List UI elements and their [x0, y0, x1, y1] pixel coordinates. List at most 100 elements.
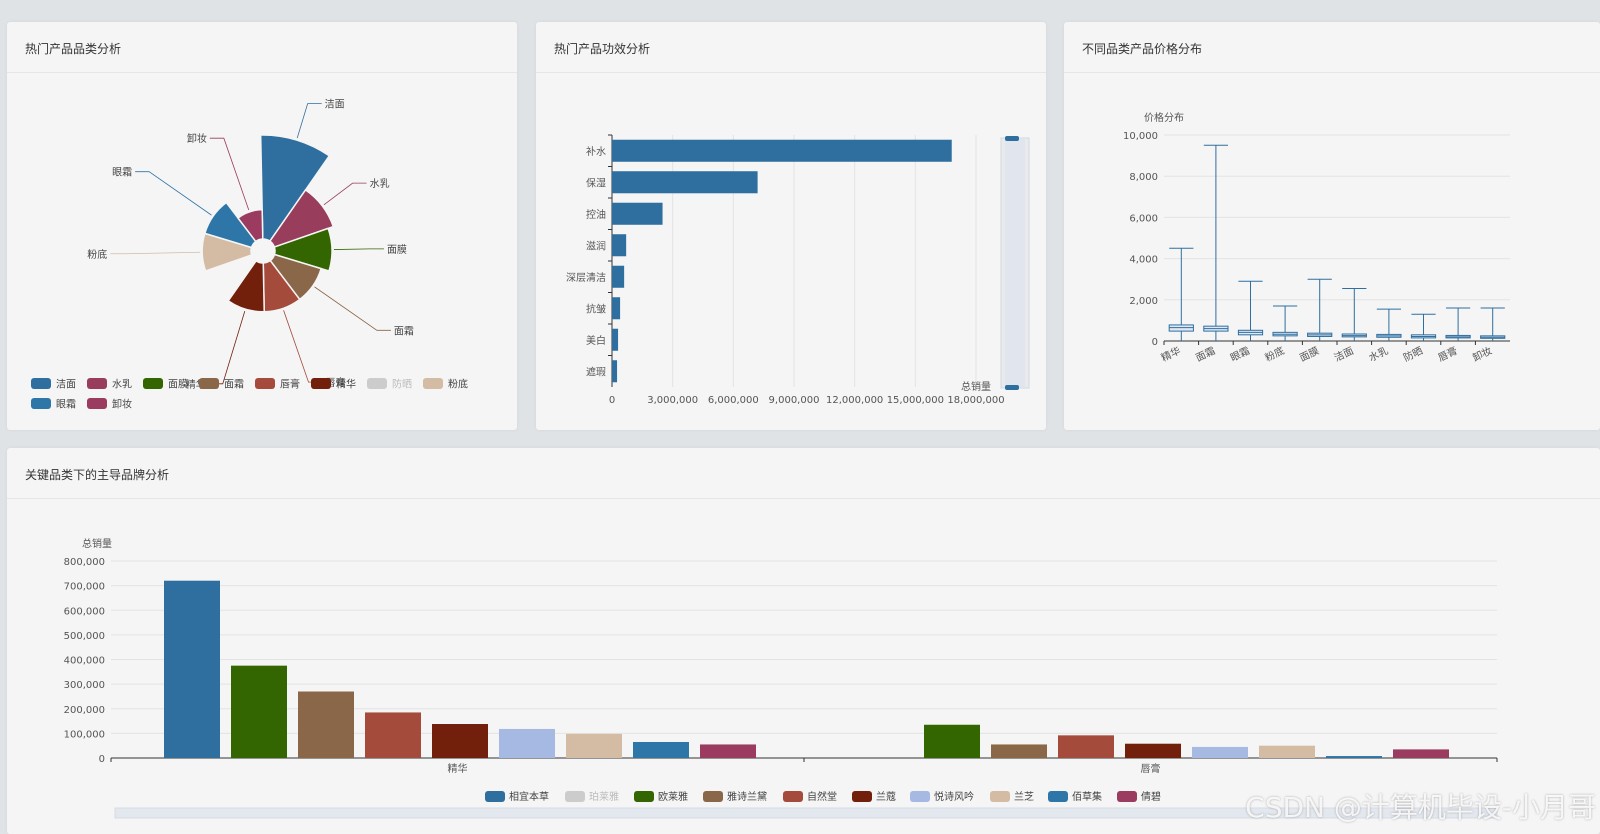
legend-label-2[interactable]: 欧莱雅: [658, 790, 688, 803]
legend-label-5[interactable]: 精华: [336, 378, 356, 391]
legend-swatch-8[interactable]: [31, 398, 51, 409]
legend-swatch-3[interactable]: [199, 378, 219, 389]
datazoom-track-bottom[interactable]: [114, 807, 1498, 819]
x-tick-label: 唇膏: [1436, 344, 1460, 364]
legend-swatch-7[interactable]: [990, 791, 1010, 802]
efficacy-bar-6[interactable]: [612, 328, 619, 351]
legend-label-8[interactable]: 佰草集: [1072, 790, 1102, 803]
brand-bar-1-2[interactable]: [924, 724, 980, 758]
legend-swatch-4[interactable]: [783, 791, 803, 802]
rose-slice-2[interactable]: [273, 227, 333, 272]
legend-label-7[interactable]: 兰芝: [1014, 790, 1034, 803]
x-tick-label: 3,000,000: [647, 395, 698, 406]
x-tick-label: 眼霜: [1229, 345, 1252, 364]
legend-swatch-6[interactable]: [367, 378, 387, 389]
efficacy-bar-7[interactable]: [612, 360, 618, 383]
rose-label-line-9: [209, 137, 250, 211]
efficacy-bar-5[interactable]: [612, 297, 621, 320]
efficacy-bar-3[interactable]: [612, 234, 627, 257]
brand-bar-0-9[interactable]: [700, 744, 756, 758]
brand-bar-0-5[interactable]: [432, 724, 488, 758]
efficacy-bar-1[interactable]: [612, 171, 758, 194]
legend-label-9[interactable]: 卸妆: [112, 398, 132, 411]
legend-label-6[interactable]: 悦诗风吟: [934, 790, 974, 803]
rose-slice-8[interactable]: [204, 201, 257, 249]
legend-swatch-1[interactable]: [87, 378, 107, 389]
legend-label-4[interactable]: 唇膏: [280, 378, 300, 391]
y-tick-label: 200,000: [64, 705, 105, 716]
rose-slice-1[interactable]: [269, 189, 335, 248]
brand-bar-1-8[interactable]: [1326, 756, 1382, 758]
brand-grouped-bar-chart[interactable]: 0 100,000 200,000 300,000 400,000 500,000 600,…: [7, 448, 1600, 834]
rose-label-line-0: [296, 103, 322, 139]
legend-swatch-6[interactable]: [910, 791, 930, 802]
rose-label-2: 面膜: [387, 244, 407, 256]
brand-bar-0-7[interactable]: [566, 733, 622, 758]
efficacy-bar-2[interactable]: [612, 202, 663, 225]
brand-bar-0-0[interactable]: [164, 580, 220, 758]
legend-label-0[interactable]: 相宜本草: [509, 790, 549, 803]
brand-bar-0-3[interactable]: [298, 691, 354, 758]
brand-card-title: 关键品类下的主导品牌分析: [25, 468, 170, 482]
brand-bar-1-5[interactable]: [1125, 743, 1181, 758]
rose-slice-5[interactable]: [227, 260, 265, 313]
legend-swatch-0[interactable]: [485, 791, 505, 802]
brand-bar-1-9[interactable]: [1393, 749, 1449, 758]
brand-bar-0-8[interactable]: [633, 741, 689, 758]
legend-label-1[interactable]: 珀莱雅: [589, 790, 619, 803]
legend-swatch-2[interactable]: [634, 791, 654, 802]
efficacy-bar-4[interactable]: [612, 265, 625, 288]
efficacy-bar-chart[interactable]: 0 3,000,000 6,000,000 9,000,000 12,000,000 15…: [536, 22, 1046, 430]
brand-bar-1-7[interactable]: [1259, 745, 1315, 758]
legend-swatch-7[interactable]: [423, 378, 443, 389]
brand-bar-0-4[interactable]: [365, 712, 421, 758]
legend-swatch-0[interactable]: [31, 378, 51, 389]
datazoom-window[interactable]: [1005, 138, 1025, 388]
legend-swatch-1[interactable]: [565, 791, 585, 802]
legend-label-9[interactable]: 倩碧: [1141, 790, 1161, 803]
legend-swatch-3[interactable]: [703, 791, 723, 802]
brand-bar-1-6[interactable]: [1192, 746, 1248, 758]
brand-bar-1-3[interactable]: [991, 744, 1047, 758]
legend-label-2[interactable]: 面膜: [168, 379, 188, 391]
legend-label-7[interactable]: 粉底: [448, 378, 468, 391]
rose-slice-9[interactable]: [237, 208, 264, 243]
legend-swatch-8[interactable]: [1048, 791, 1068, 802]
category-card-title: 热门产品品类分析: [25, 42, 122, 56]
legend-label-1[interactable]: 水乳: [112, 378, 132, 391]
x-tick-label: 洁面: [1332, 344, 1356, 364]
legend-label-0[interactable]: 洁面: [56, 378, 76, 391]
divider: [7, 72, 517, 73]
x-tick-label: 粉底: [1263, 344, 1287, 364]
brand-bar-0-6[interactable]: [499, 728, 555, 758]
rose-label-line-3: [314, 286, 391, 331]
legend-label-3[interactable]: 雅诗兰黛: [727, 790, 767, 803]
legend-label-8[interactable]: 眼霜: [56, 399, 76, 411]
rose-slice-0[interactable]: [259, 134, 331, 242]
legend-swatch-9[interactable]: [1117, 791, 1137, 802]
efficacy-bar-0[interactable]: [612, 139, 952, 162]
legend-swatch-5[interactable]: [311, 378, 331, 389]
x-tick-label: 12,000,000: [826, 395, 883, 406]
brand-bar-1-4[interactable]: [1058, 735, 1114, 758]
datazoom-handle-top[interactable]: [1005, 136, 1019, 141]
divider: [7, 498, 1600, 499]
rose-label-8: 眼霜: [112, 167, 132, 179]
x-tick-label: 卸妆: [1470, 344, 1494, 364]
brand-bar-0-2[interactable]: [231, 665, 287, 758]
legend-swatch-4[interactable]: [255, 378, 275, 389]
legend-swatch-5[interactable]: [852, 791, 872, 802]
legend-swatch-9[interactable]: [87, 398, 107, 409]
x-tick-label: 防晒: [1401, 344, 1425, 364]
y-tick-label: 100,000: [64, 729, 105, 740]
legend-label-5[interactable]: 兰蔻: [876, 790, 896, 803]
legend-label-4[interactable]: 自然堂: [807, 790, 837, 803]
price-boxplot-chart[interactable]: 0 2,000 4,000 6,000 8,000 10,000 价格分布精华 面霜 眼霜 粉底面…: [1064, 22, 1600, 430]
rose-label-3: 面霜: [394, 325, 414, 337]
y-tick-label: 500,000: [64, 631, 105, 642]
legend-label-3[interactable]: 面霜: [224, 379, 244, 391]
legend-label-6[interactable]: 防晒: [392, 378, 412, 391]
legend-swatch-2[interactable]: [143, 378, 163, 389]
datazoom-handle-bottom[interactable]: [1005, 385, 1019, 390]
